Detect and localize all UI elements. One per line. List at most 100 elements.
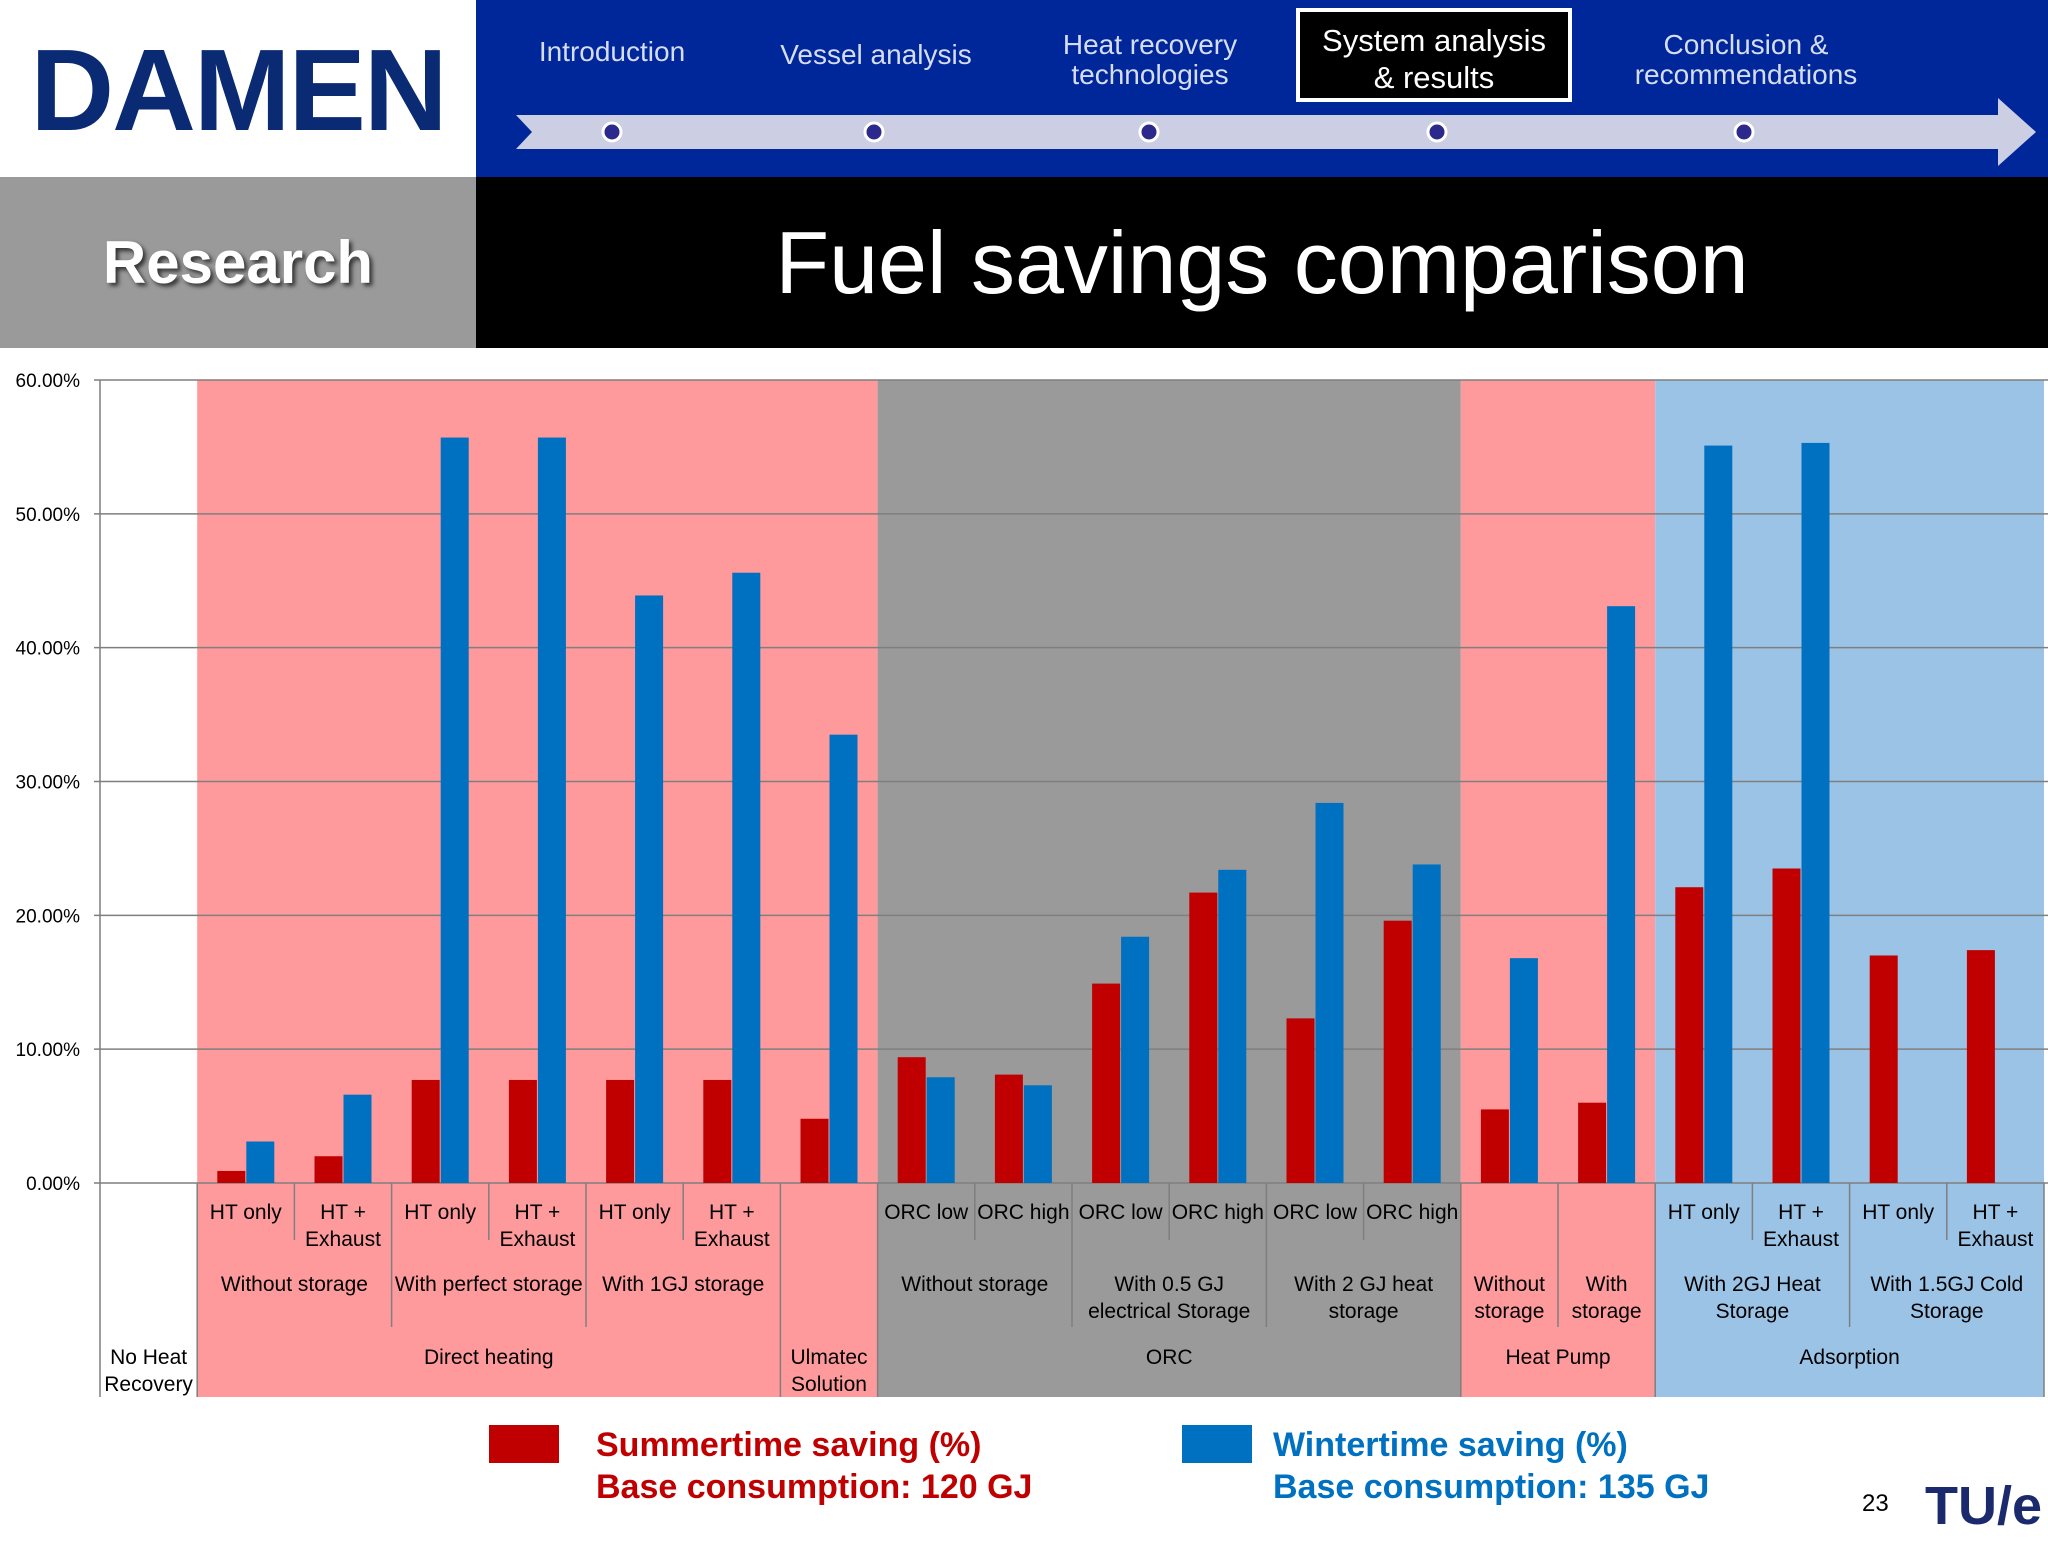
y-tick-label: 0.00%: [26, 1174, 80, 1195]
bar-summer: [606, 1079, 635, 1183]
bar-summer: [1286, 1018, 1315, 1183]
section-band: Research: [0, 177, 476, 348]
subgroup-label: With 1GJ storage: [602, 1273, 764, 1296]
subgroup-label: With 2GJ Heat Storage: [1684, 1273, 1821, 1323]
bar-winter: [537, 437, 566, 1183]
page-title: Fuel savings comparison: [775, 212, 1749, 312]
category-label: HT only: [404, 1201, 476, 1224]
bar-winter: [440, 437, 469, 1183]
group-label: Direct heating: [424, 1346, 554, 1369]
category-label: ORC high: [977, 1201, 1069, 1224]
title-band: Fuel savings comparison: [476, 177, 2048, 348]
section-label: Research: [102, 229, 374, 296]
subgroup-label: With storage: [1572, 1273, 1642, 1323]
bar-summer: [897, 1057, 926, 1183]
bar-winter: [1218, 869, 1247, 1183]
category-label: HT only: [1668, 1201, 1740, 1224]
category-label: ORC low: [1273, 1201, 1358, 1224]
tue-logo: TU/e: [1925, 1466, 2048, 1536]
group-label: ORC: [1146, 1346, 1193, 1369]
bar-summer: [1966, 950, 1995, 1183]
legend-summer-text: Summertime saving (%) Base consumption: …: [596, 1424, 1032, 1508]
step-dot-4: [1426, 121, 1448, 143]
step-dot-3: [1138, 121, 1160, 143]
subgroup-label: With 2 GJ heat storage: [1294, 1273, 1433, 1323]
step-dot-5: [1733, 121, 1755, 143]
bar-winter: [1607, 606, 1636, 1183]
tue-logo-text: TU/e: [1925, 1476, 2042, 1536]
nav-item-heat-recovery[interactable]: Heat recovery technologies: [1062, 29, 1238, 90]
legend-summer-line1: Summertime saving (%): [596, 1426, 982, 1464]
bar-summer: [217, 1170, 246, 1183]
subgroup-label: With perfect storage: [395, 1273, 583, 1296]
y-tick-label: 40.00%: [16, 639, 81, 660]
legend-swatch-summer: [489, 1425, 559, 1463]
bar-winter: [1412, 864, 1441, 1183]
progress-arrow: [516, 98, 2036, 166]
y-tick-label: 10.00%: [16, 1040, 81, 1061]
bar-summer: [1578, 1102, 1607, 1183]
bg-orc: [877, 380, 1461, 1397]
category-label: ORC low: [1079, 1201, 1164, 1224]
nav-item-system-analysis[interactable]: System analysis & results: [1296, 8, 1572, 102]
bar-winter: [1315, 802, 1344, 1183]
subgroup-label: With 1.5GJ Cold Storage: [1870, 1273, 2023, 1323]
bar-summer: [1675, 887, 1704, 1183]
bar-winter: [926, 1077, 955, 1183]
bar-winter: [1023, 1085, 1052, 1183]
group-label: Adsorption: [1799, 1346, 1899, 1369]
y-tick-label: 50.00%: [16, 505, 81, 526]
category-label: HT only: [599, 1201, 671, 1224]
bar-winter: [343, 1094, 372, 1183]
category-label: HT + Exhaust: [499, 1201, 575, 1251]
legend-winter-text: Wintertime saving (%) Base consumption: …: [1273, 1424, 1709, 1508]
logo-text: DAMEN: [30, 34, 445, 144]
category-label: HT + Exhaust: [1957, 1201, 2033, 1251]
nav-item-conclusion[interactable]: Conclusion & recommendations: [1634, 29, 1858, 90]
fuel-savings-chart: 0.00% 10.00% 20.00% 30.00% 40.00% 50.00% 60.00…: [16, 371, 2048, 1397]
group-label: Ulmatec Solution: [790, 1346, 867, 1396]
legend-swatch-winter: [1182, 1425, 1252, 1463]
category-label: ORC low: [884, 1201, 969, 1224]
step-dot-1: [601, 121, 623, 143]
bar-summer: [1092, 983, 1121, 1183]
bar-summer: [994, 1074, 1023, 1183]
bar-summer: [314, 1156, 343, 1183]
category-label: HT only: [210, 1201, 282, 1224]
group-label: No Heat Recovery: [104, 1346, 193, 1396]
bg-direct-heating: [197, 380, 878, 1397]
nav-item-vessel-analysis[interactable]: Vessel analysis: [780, 39, 972, 70]
bar-summer: [411, 1079, 440, 1183]
nav-item-introduction[interactable]: Introduction: [538, 36, 686, 67]
progress-nav: Introduction Vessel analysis Heat recove…: [476, 0, 2048, 177]
category-label: HT + Exhaust: [1763, 1201, 1839, 1251]
y-tick-label: 60.00%: [16, 371, 81, 392]
bar-winter: [1704, 445, 1733, 1183]
legend-winter-line1: Wintertime saving (%): [1273, 1426, 1628, 1464]
bar-summer: [703, 1079, 732, 1183]
subgroup-label: With 0.5 GJ electrical Storage: [1088, 1273, 1250, 1323]
y-tick-label: 20.00%: [16, 906, 81, 927]
bar-summer: [1383, 920, 1412, 1183]
bar-winter: [1801, 442, 1830, 1183]
legend-summer-line2: Base consumption: 120 GJ: [596, 1468, 1033, 1506]
category-label: HT only: [1862, 1201, 1934, 1224]
bar-summer: [800, 1118, 829, 1183]
group-label: Heat Pump: [1505, 1346, 1610, 1369]
bar-summer: [508, 1079, 537, 1183]
bar-winter: [732, 572, 761, 1183]
y-tick-label: 30.00%: [16, 773, 81, 794]
bar-winter: [1509, 958, 1538, 1183]
category-label: HT + Exhaust: [694, 1201, 770, 1251]
bar-winter: [635, 595, 664, 1183]
damen-logo: DAMEN: [0, 0, 476, 177]
page-number: 23: [1862, 1490, 1889, 1517]
bar-summer: [1189, 892, 1218, 1183]
bar-winter: [246, 1141, 275, 1183]
bar-winter: [829, 734, 858, 1183]
category-label: ORC high: [1172, 1201, 1264, 1224]
legend-winter-line2: Base consumption: 135 GJ: [1273, 1468, 1710, 1506]
subgroup-label: Without storage: [221, 1273, 368, 1296]
bar-winter: [1121, 936, 1150, 1183]
subgroup-label: Without storage: [901, 1273, 1048, 1296]
